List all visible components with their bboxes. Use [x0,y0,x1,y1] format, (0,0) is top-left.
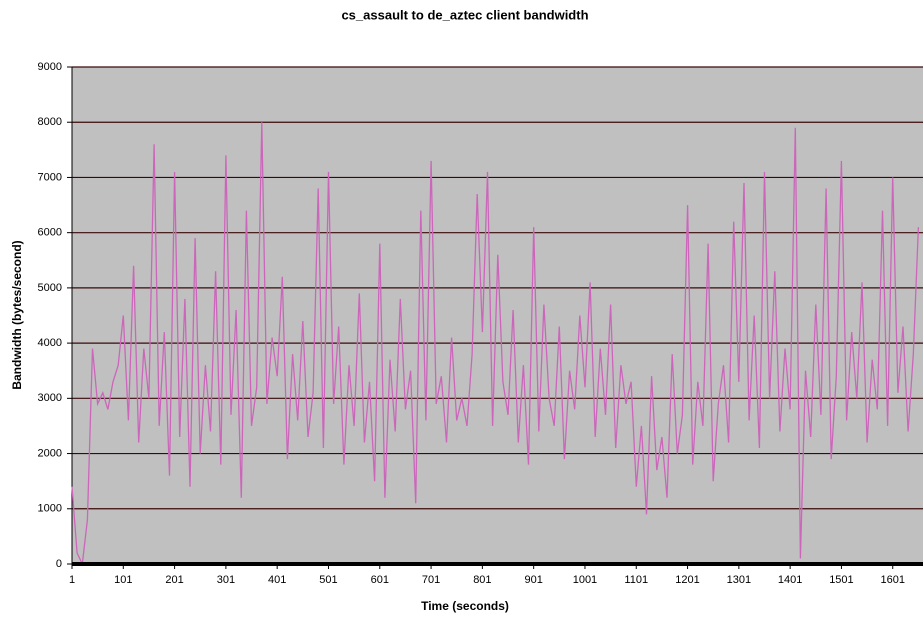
x-tick-label: 901 [524,574,542,586]
x-tick-label: 501 [319,574,337,586]
y-tick-label: 7000 [38,171,62,183]
x-tick-label: 101 [114,574,132,586]
y-tick-label: 4000 [38,337,62,349]
x-tick-label: 1501 [829,574,853,586]
x-tick-label: 1201 [675,574,699,586]
x-tick-label: 401 [268,574,286,586]
x-tick-label: 1101 [624,574,648,586]
y-tick-label: 3000 [38,392,62,404]
x-tick-label: 701 [422,574,440,586]
x-tick-label: 1001 [573,574,597,586]
data-line [71,122,920,567]
x-tick-label: 601 [371,574,389,586]
x-tick-label: 1301 [727,574,751,586]
chart-title: cs_assault to de_aztec client bandwidth [341,7,588,22]
x-tick-label: 801 [473,574,491,586]
x-tick-label: 1401 [778,574,802,586]
x-tick-label: 201 [165,574,183,586]
x-tick-label: 301 [217,574,235,586]
x-axis-title: Time (seconds) [421,599,509,613]
y-tick-label: 8000 [38,116,62,128]
x-tick-label: 1601 [880,574,904,586]
y-tick-label: 0 [56,558,62,570]
y-tick-label: 9000 [38,61,62,73]
y-axis-title: Bandwidth (bytes/second) [10,240,24,389]
y-tick-label: 1000 [38,503,62,515]
y-tick-label: 5000 [38,282,62,294]
y-tick-label: 6000 [38,227,62,239]
x-tick-label: 1 [69,574,75,586]
y-tick-label: 2000 [38,447,62,459]
